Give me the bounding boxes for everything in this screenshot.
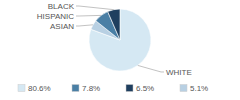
slice-label: WHITE (166, 68, 192, 77)
legend-label: 7.8% (82, 84, 100, 93)
slice-label: BLACK (48, 2, 75, 11)
legend-item: 6.5% (126, 84, 154, 93)
legend-label: 6.5% (136, 84, 154, 93)
leader-line (76, 15, 101, 17)
leader-line (76, 6, 114, 10)
chart: WHITE ASIANHISPANICBLACK 80.6% 7.8% 6.5% 5.1% (0, 0, 240, 100)
legend-item: 5.1% (180, 84, 208, 93)
slice-label: HISPANIC (37, 12, 74, 21)
legend-item: 80.6% (18, 84, 51, 93)
legend-swatch (126, 85, 133, 92)
leader-line (76, 25, 93, 26)
leader-line (138, 65, 164, 72)
pie (89, 9, 151, 71)
legend-swatch (180, 85, 187, 92)
legend-swatch (72, 85, 79, 92)
slice-labels: WHITE ASIANHISPANICBLACK (37, 2, 192, 77)
legend: 80.6% 7.8% 6.5% 5.1% (18, 84, 208, 93)
slice-label: ASIAN (50, 22, 74, 31)
pie-slice (89, 9, 151, 71)
legend-item: 7.8% (72, 84, 100, 93)
legend-swatch (18, 85, 25, 92)
pie-slice (108, 9, 120, 40)
legend-label: 5.1% (190, 84, 208, 93)
legend-label: 80.6% (28, 84, 51, 93)
